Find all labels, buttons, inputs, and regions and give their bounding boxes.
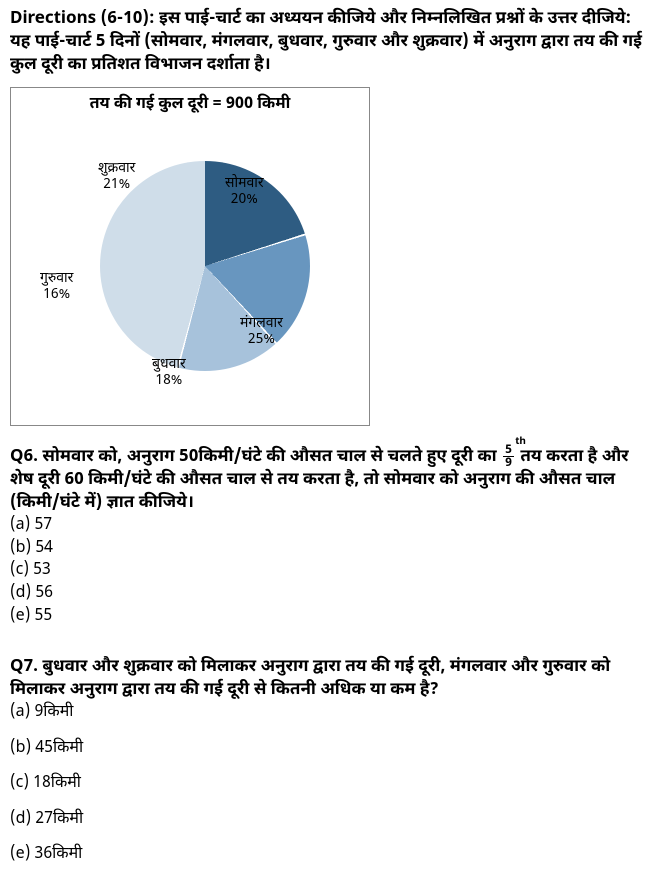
q7-prefix: Q7. bbox=[10, 656, 38, 678]
pie-label-monday-pct: 20% bbox=[231, 190, 258, 209]
q6-option-d[interactable]: (d) 56 bbox=[10, 583, 643, 605]
directions-text-1: इस पाई-चार्ट का अध्ययन कीजिये और निम्नलि… bbox=[159, 8, 631, 30]
directions-label: Directions (6-10): bbox=[10, 8, 155, 30]
pie-label-wednesday-pct: 18% bbox=[155, 371, 182, 390]
pie-label-tuesday-pct: 25% bbox=[248, 330, 275, 349]
q6-frac-th: th bbox=[515, 438, 526, 448]
q6-prefix: Q6. bbox=[10, 446, 38, 468]
q6-option-c[interactable]: (c) 53 bbox=[10, 560, 643, 582]
q6-option-b[interactable]: (b) 54 bbox=[10, 538, 643, 560]
q7-option-a[interactable]: (a) 9किमी bbox=[10, 702, 643, 724]
directions-block: Directions (6-10): इस पाई-चार्ट का अध्यय… bbox=[10, 8, 643, 77]
q7-stem: Q7. बुधवार और शुक्रवार को मिलाकर अनुराग … bbox=[10, 656, 643, 702]
q7-options: (a) 9किमी (b) 45किमी (c) 18किमी (d) 27कि… bbox=[10, 702, 643, 866]
pie-label-wednesday: बुधवार 18% bbox=[152, 357, 186, 388]
q6-frac-den: 9 bbox=[503, 457, 514, 469]
q6-stem: Q6. सोमवार को, अनुराग 50किमी/घंटे की औसत… bbox=[10, 444, 643, 515]
q7-option-b[interactable]: (b) 45किमी bbox=[10, 738, 643, 760]
q7-option-c[interactable]: (c) 18किमी bbox=[10, 773, 643, 795]
q7-option-e[interactable]: (e) 36किमी bbox=[10, 844, 643, 866]
question-6: Q6. सोमवार को, अनुराग 50किमी/घंटे की औसत… bbox=[10, 444, 643, 627]
pie-wrap: सोमवार 20% मंगलवार 25% बुधवार 18% गुरुवा… bbox=[20, 121, 360, 421]
pie-label-monday: सोमवार 20% bbox=[225, 176, 264, 207]
q6-options: (a) 57 (b) 54 (c) 53 (d) 56 (e) 55 bbox=[10, 515, 643, 627]
pie-label-friday: शुक्रवार 21% bbox=[98, 161, 135, 192]
q6-option-e[interactable]: (e) 55 bbox=[10, 606, 643, 628]
q7-stem-text: बुधवार और शुक्रवार को मिलाकर अनुराग द्वा… bbox=[10, 656, 610, 701]
pie-label-thursday-pct: 16% bbox=[43, 285, 70, 304]
q6-fraction: 5 9 th bbox=[503, 444, 514, 469]
question-7: Q7. बुधवार और शुक्रवार को मिलाकर अनुराग … bbox=[10, 656, 643, 866]
pie-label-tuesday: मंगलवार 25% bbox=[240, 316, 283, 347]
pie-chart-container: तय की गई कुल दूरी = 900 किमी सोमवार 20% … bbox=[10, 87, 370, 427]
chart-title: तय की गई कुल दूरी = 900 किमी bbox=[11, 94, 369, 116]
pie-label-thursday: गुरुवार 16% bbox=[40, 271, 73, 302]
q7-option-d[interactable]: (d) 27किमी bbox=[10, 809, 643, 831]
q6-stem-before: सोमवार को, अनुराग 50किमी/घंटे की औसत चाल… bbox=[42, 446, 496, 468]
q6-option-a[interactable]: (a) 57 bbox=[10, 515, 643, 537]
pie-label-friday-pct: 21% bbox=[103, 175, 130, 194]
directions-text-2: यह पाई-चार्ट 5 दिनों (सोमवार, मंगलवार, ब… bbox=[10, 31, 642, 76]
